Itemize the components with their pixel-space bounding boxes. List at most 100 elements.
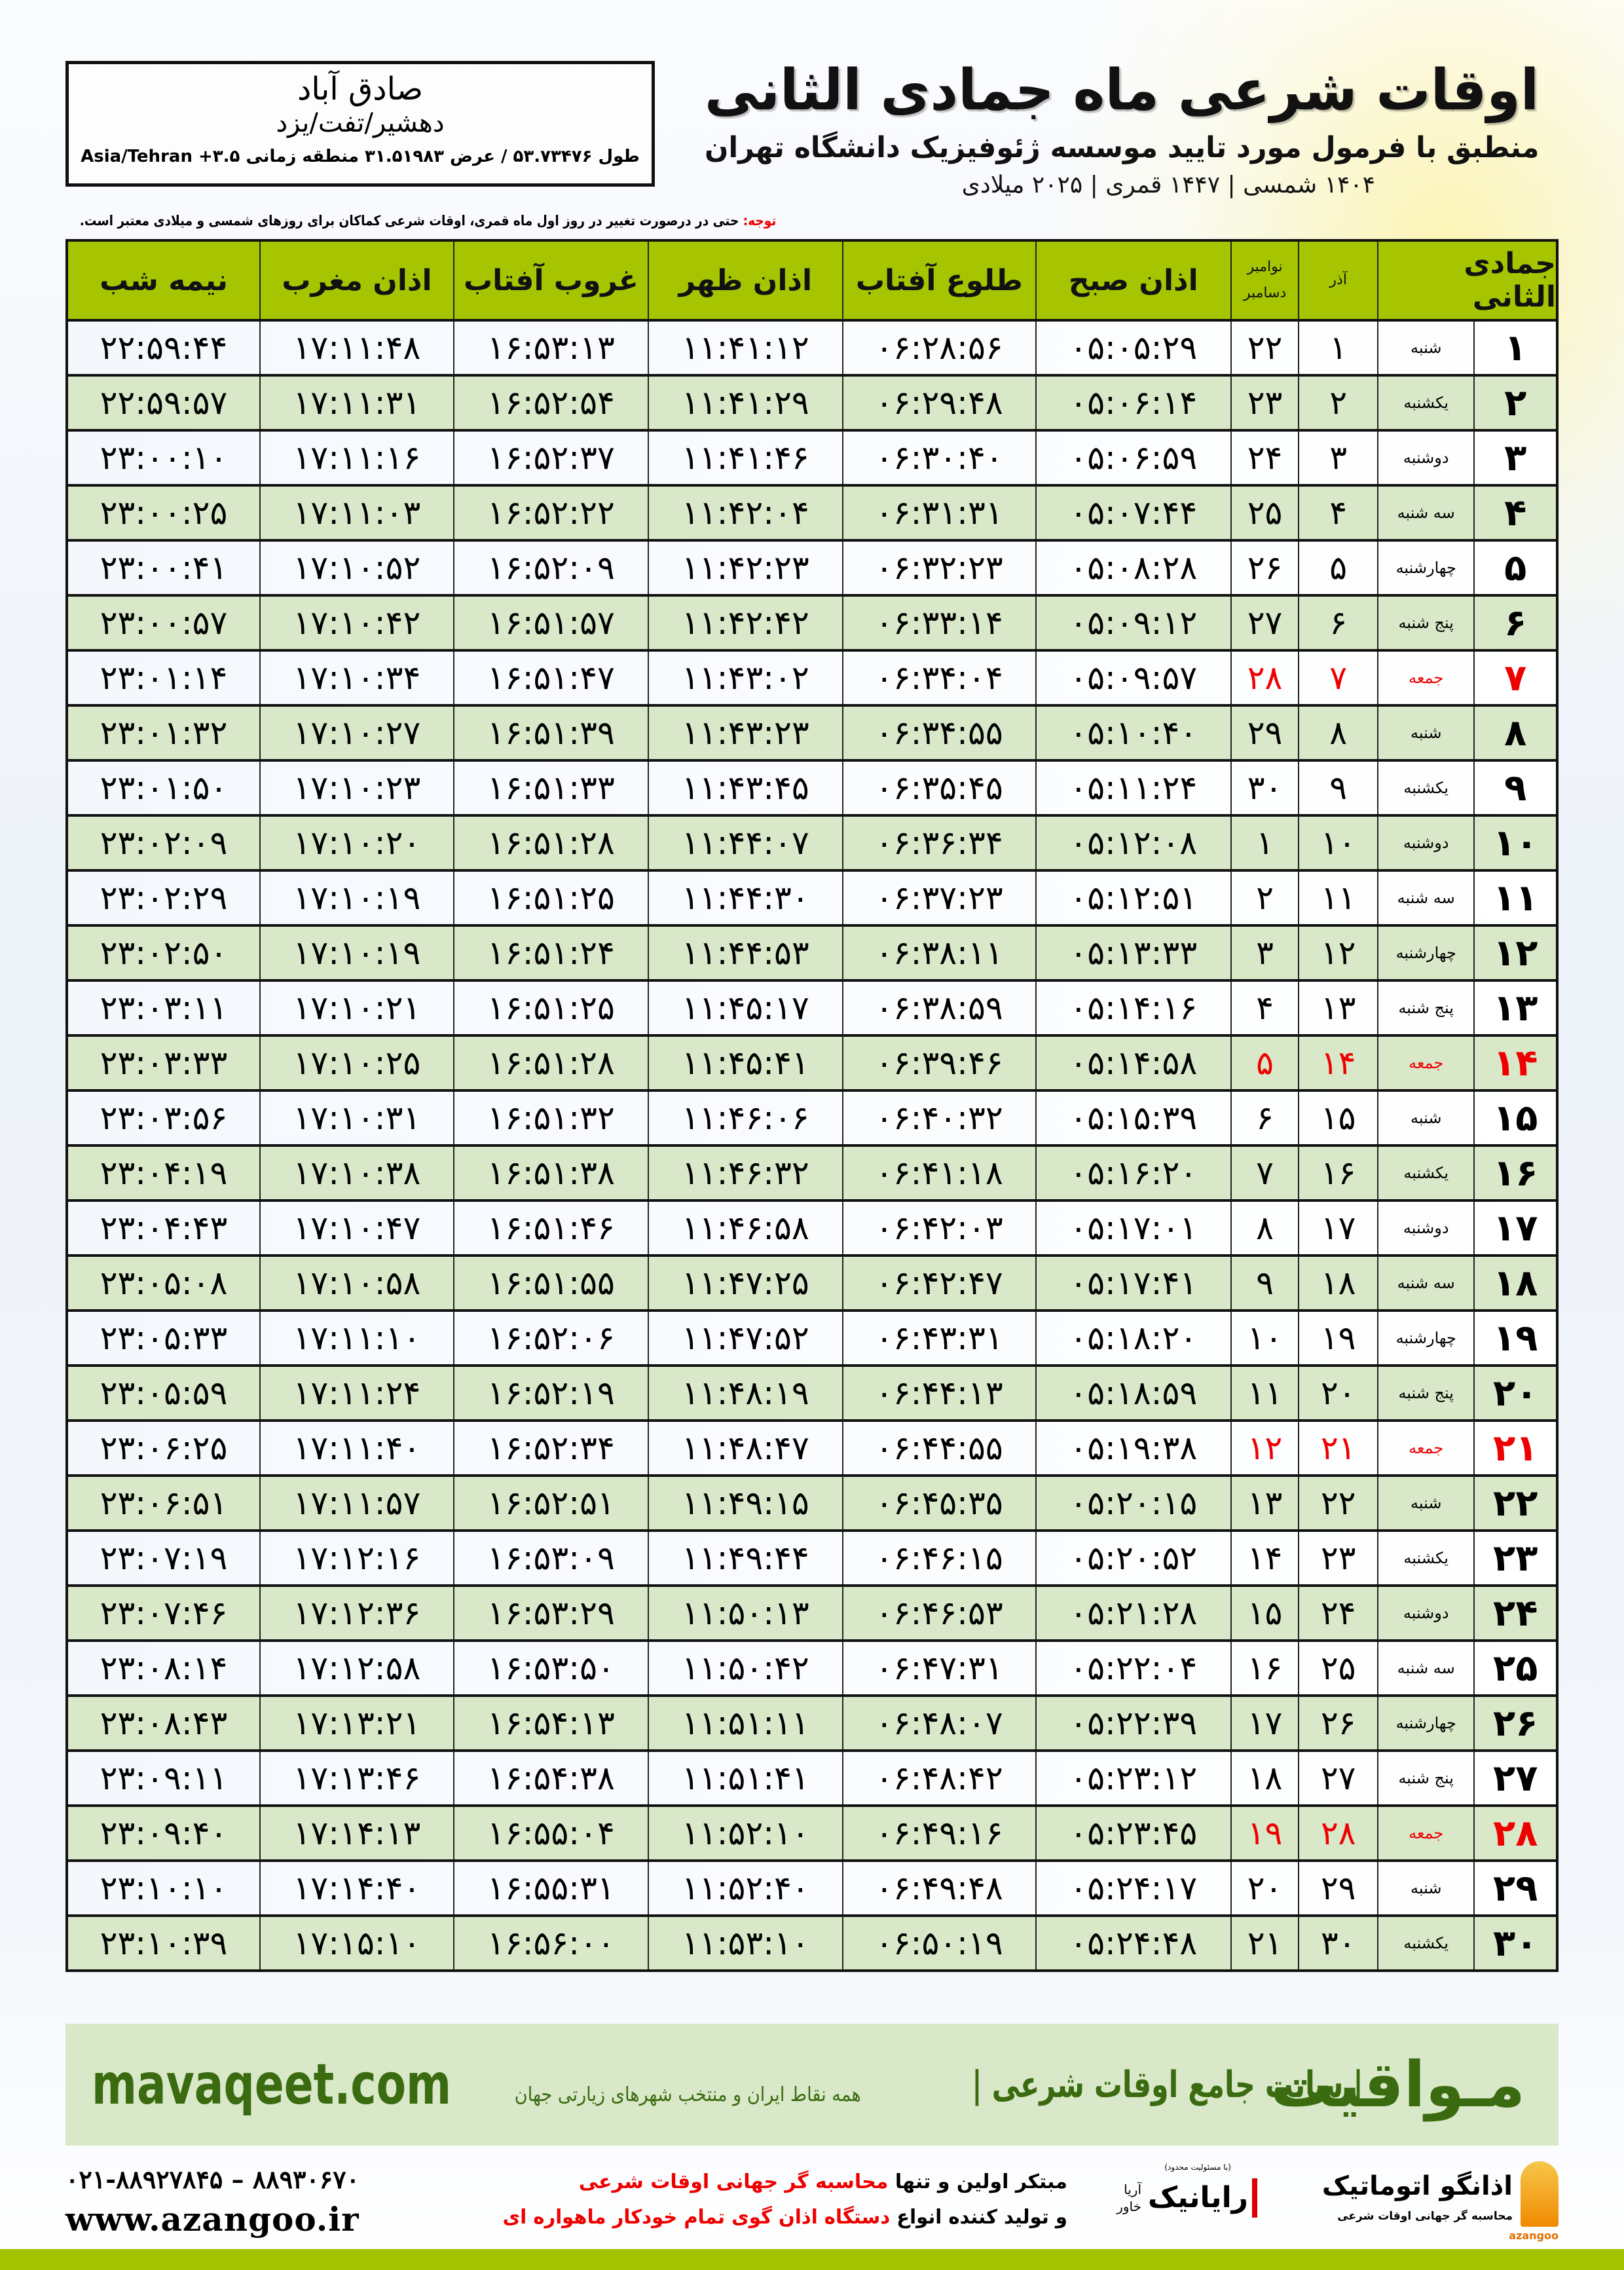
weekday: دوشنبه [1376, 1587, 1473, 1639]
azar-day: ۱۷ [1298, 1202, 1377, 1254]
table-row: ۲۸ جمعه ۲۸ ۱۹ ۰۵:۲۳:۴۵ ۰۶:۴۹:۱۶ ۱۱:۵۲:۱۰ ۱۶:۵۵:… [68, 1804, 1556, 1859]
fajr-time: ۰۵:۱۳:۳۳ [1035, 927, 1230, 979]
table-row: ۱۹ چهارشنبه ۱۹ ۱۰ ۰۵:۱۸:۲۰ ۰۶:۴۳:۳۱ ۱۱:۴۷:۵۲ ۱۶… [68, 1309, 1556, 1364]
zuhr-time: ۱۱:۴۴:۵۳ [647, 927, 842, 979]
midnight-time: ۲۳:۰۳:۱۱ [100, 989, 228, 1027]
sunrise-time: ۰۶:۳۸:۱۱ [841, 927, 1035, 979]
promo2-b: دستگاه اذان گوی تمام خودکار ماهواره ای [502, 2206, 891, 2229]
logo2-body: رایانیک آریا خاور [1087, 2178, 1257, 2218]
weekday: پنج شنبه [1376, 597, 1473, 649]
fajr-time: ۰۵:۰۷:۴۴ [1035, 487, 1230, 539]
azar-day: ۲۰ [1298, 1367, 1377, 1419]
weekday: سه شنبه [1376, 487, 1473, 539]
gregorian-day: ۲۷ [1230, 597, 1299, 649]
midnight-time: ۲۳:۰۹:۴۰ [100, 1814, 228, 1852]
gregorian-day: ۲۶ [1230, 542, 1299, 594]
fajr-time: ۰۵:۲۲:۰۴ [1035, 1642, 1230, 1694]
gregorian-day: ۱۷ [1230, 1697, 1299, 1749]
sunrise-time: ۰۶:۴۱:۱۸ [841, 1147, 1035, 1199]
header-azar-label: آذر [1329, 272, 1347, 288]
gregorian-day: ۲۹ [1230, 707, 1299, 759]
zuhr-time: ۱۱:۴۷:۲۵ [647, 1257, 842, 1309]
logo1-name-box: اذانگو اتوماتیک [1283, 2168, 1513, 2205]
gregorian-day: ۲۸ [1230, 652, 1299, 704]
midnight-time: ۲۳:۰۲:۰۹ [100, 824, 228, 862]
banner-url-box: mavaqeet.com [92, 2024, 458, 2146]
sunrise-time: ۰۶:۴۶:۱۵ [841, 1532, 1035, 1584]
sunrise-time: ۰۶:۴۵:۳۵ [841, 1477, 1035, 1529]
phone-box: ۰۲۱-۸۸۹۲۷۸۴۵ – ۸۸۹۳۰۶۷۰ [65, 2161, 471, 2198]
weekday: چهارشنبه [1376, 1312, 1473, 1364]
azar-day: ۱۹ [1298, 1312, 1377, 1364]
weekday: چهارشنبه [1376, 927, 1473, 979]
weekday: جمعه [1376, 652, 1473, 704]
maghrib-time: ۱۷:۱۱:۴۰ [259, 1422, 453, 1474]
promo1-b: محاسبه گر جهانی اوقات شرعی [578, 2170, 889, 2193]
website-link[interactable]: www.azangoo.ir [65, 2200, 360, 2239]
azar-day: ۳ [1298, 432, 1377, 484]
logo2-khavar: خاور [1116, 2199, 1141, 2214]
logo1-name: اذانگو اتوماتیک [1321, 2171, 1513, 2201]
midnight-time: ۲۳:۰۸:۱۴ [100, 1649, 228, 1687]
page-title: اوقات شرعی ماه جمادی الثانی [704, 58, 1539, 123]
azar-day: ۲۵ [1298, 1642, 1377, 1694]
maghrib-time: ۱۷:۱۰:۵۲ [259, 542, 453, 594]
zuhr-time: ۱۱:۴۳:۰۲ [647, 652, 842, 704]
sunrise-time: ۰۶:۳۸:۵۹ [841, 982, 1035, 1034]
table-row: ۷ جمعه ۷ ۲۸ ۰۵:۰۹:۵۷ ۰۶:۳۴:۰۴ ۱۱:۴۳:۰۲ ۱۶:۵۱:۴۷… [68, 649, 1556, 704]
weekday: چهارشنبه [1376, 1697, 1473, 1749]
fajr-time: ۰۵:۱۱:۲۴ [1035, 762, 1230, 814]
zuhr-time: ۱۱:۴۳:۲۳ [647, 707, 842, 759]
weekday: یکشنبه [1376, 1917, 1473, 1969]
logo1-sub-box: محاسبه گر جهانی اوقات شرعی [1283, 2208, 1513, 2224]
banner-subtitle-box: همه نقاط ایران و منتخب شهرهای زیارتی جها… [478, 2024, 861, 2146]
maghrib-time: ۱۷:۱۵:۱۰ [259, 1917, 453, 1969]
zuhr-time: ۱۱:۴۴:۰۷ [647, 817, 842, 869]
midnight-time: ۲۳:۱۰:۳۹ [100, 1924, 228, 1962]
header-midnight: نیمه شب [100, 263, 228, 297]
hijri-day: ۱۲ [1473, 927, 1556, 979]
azar-day: ۴ [1298, 487, 1377, 539]
weekday: سه شنبه [1376, 872, 1473, 924]
table-row: ۶ پنج شنبه ۶ ۲۷ ۰۵:۰۹:۱۲ ۰۶:۳۳:۱۴ ۱۱:۴۲:۴۲ ۱۶:۵… [68, 594, 1556, 649]
azar-day: ۱۸ [1298, 1257, 1377, 1309]
sunset-time: ۱۶:۵۲:۵۱ [452, 1477, 648, 1529]
location-coords-box: طول ۵۳.۷۳۴۷۶ / عرض ۳۱.۵۱۹۸۳ منطقه زمانی … [78, 145, 642, 168]
banner-subtitle: همه نقاط ایران و منتخب شهرهای زیارتی جها… [514, 2083, 861, 2106]
sunrise-time: ۰۶:۴۰:۳۲ [841, 1092, 1035, 1144]
zuhr-time: ۱۱:۴۳:۴۵ [647, 762, 842, 814]
maghrib-time: ۱۷:۱۱:۴۸ [259, 322, 453, 374]
sunset-time: ۱۶:۵۴:۱۳ [452, 1697, 648, 1749]
fajr-time: ۰۵:۱۲:۵۱ [1035, 872, 1230, 924]
table-row: ۴ سه شنبه ۴ ۲۵ ۰۵:۰۷:۴۴ ۰۶:۳۱:۳۱ ۱۱:۴۲:۰۴ ۱۶:۵۲… [68, 484, 1556, 539]
page-header: اوقات شرعی ماه جمادی الثانی منطبق با فرم… [688, 54, 1539, 202]
weekday: چهارشنبه [1376, 542, 1473, 594]
sunset-time: ۱۶:۵۲:۰۹ [452, 542, 648, 594]
header-nov-label: نوامبر [1247, 259, 1283, 275]
weekday: سه شنبه [1376, 1257, 1473, 1309]
midnight-time: ۲۳:۰۰:۵۷ [100, 604, 228, 642]
azar-day: ۲۴ [1298, 1587, 1377, 1639]
zuhr-time: ۱۱:۵۲:۴۰ [647, 1862, 842, 1914]
sunset-time: ۱۶:۵۶:۰۰ [452, 1917, 648, 1969]
hijri-day: ۲۹ [1473, 1862, 1556, 1914]
fajr-time: ۰۵:۱۴:۵۸ [1035, 1037, 1230, 1089]
zuhr-time: ۱۱:۵۱:۴۱ [647, 1752, 842, 1804]
table-row: ۵ چهارشنبه ۵ ۲۶ ۰۵:۰۸:۲۸ ۰۶:۳۲:۲۳ ۱۱:۴۲:۲۳ ۱۶:۵… [68, 539, 1556, 594]
location-coords: طول ۵۳.۷۳۴۷۶ / عرض ۳۱.۵۱۹۸۳ منطقه زمانی … [81, 147, 640, 166]
azar-day: ۲۶ [1298, 1697, 1377, 1749]
banner-url-link[interactable]: mavaqeet.com [92, 2052, 452, 2117]
midnight-time: ۲۳:۰۹:۱۱ [100, 1759, 228, 1797]
location-name-box: صادق آباد [78, 71, 642, 107]
zuhr-time: ۱۱:۴۱:۱۲ [647, 322, 842, 374]
weekday: سه شنبه [1376, 1642, 1473, 1694]
header-hijri: جمادی الثانی [1376, 242, 1556, 319]
midnight-time: ۲۲:۵۹:۵۷ [100, 384, 228, 422]
zuhr-time: ۱۱:۴۹:۴۴ [647, 1532, 842, 1584]
fajr-time: ۰۵:۲۰:۱۵ [1035, 1477, 1230, 1529]
midnight-time: ۲۳:۰۴:۱۹ [100, 1154, 228, 1192]
gregorian-day: ۲۰ [1230, 1862, 1299, 1914]
fajr-time: ۰۵:۲۲:۳۹ [1035, 1697, 1230, 1749]
hijri-day: ۱۱ [1473, 872, 1556, 924]
hijri-day: ۱۹ [1473, 1312, 1556, 1364]
